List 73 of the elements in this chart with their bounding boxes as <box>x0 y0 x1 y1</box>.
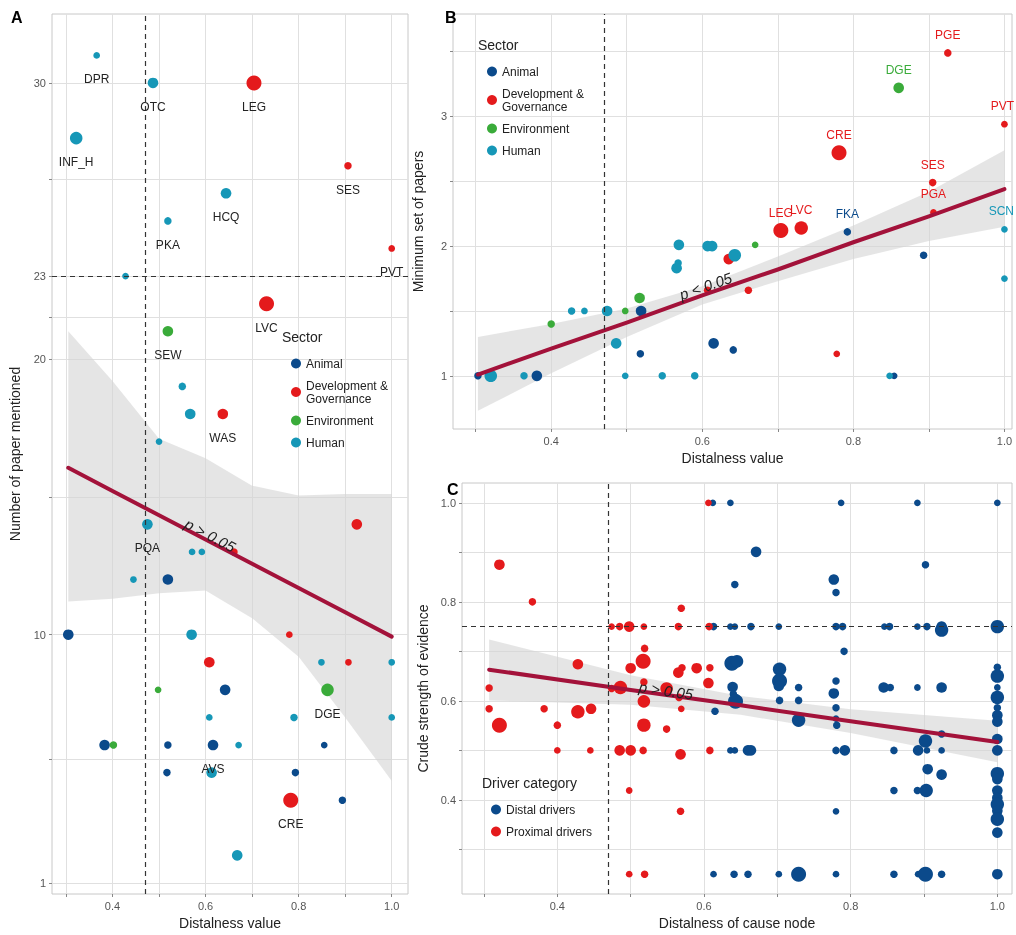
annotation: SES <box>920 157 945 172</box>
annotation: p > 0.05 <box>181 514 239 556</box>
legend-title: Sector <box>282 329 323 345</box>
y-tick-label: 3 <box>440 110 447 123</box>
y-tick-label: 10 <box>33 628 46 641</box>
annotation: DGE <box>885 62 912 77</box>
chart-title: C <box>447 480 459 498</box>
y-tick-label: 1 <box>39 876 46 889</box>
line-series <box>66 465 394 639</box>
legend-label: Development & Governance <box>502 86 588 114</box>
legend-label: Human <box>306 435 345 450</box>
y-axis-title: Crude strength of evidence <box>414 604 431 773</box>
annotation: PVT <box>380 265 405 280</box>
legend-label: Distal drivers <box>506 802 576 817</box>
legend-label: Proximal drivers <box>506 824 593 839</box>
x-tick-label: 0.6 <box>696 899 712 912</box>
annotation: CRE <box>278 817 304 832</box>
legend-title: Sector <box>478 37 519 53</box>
legend-label: Animal <box>502 64 539 79</box>
annotation: DPR <box>84 72 110 87</box>
y-tick-label: 2 <box>440 240 447 253</box>
annotation: PGE <box>935 27 961 42</box>
x-tick-label: 0.4 <box>549 899 565 912</box>
legend-label: Development & Governance <box>306 378 392 406</box>
annotation: AVS <box>201 762 225 777</box>
annotation: FKA <box>835 206 859 221</box>
x-axis-title: Distalness of cause node <box>658 915 816 931</box>
y-tick-label: 1 <box>440 369 447 382</box>
legend-label: Human <box>502 143 541 158</box>
x-axis-title: Distalness value <box>681 450 784 466</box>
x-tick-label: 0.4 <box>543 434 559 447</box>
y-axis-title: Minimum set of papers <box>410 150 426 293</box>
x-tick-label: 0.4 <box>104 899 121 912</box>
chart-title: B <box>445 8 457 26</box>
legend-label: Environment <box>502 121 571 136</box>
annotation: p < 0.05 <box>676 268 735 304</box>
x-tick-label: 1.0 <box>384 899 400 912</box>
x-tick-label: 0.8 <box>843 899 859 912</box>
y-tick-label: 30 <box>33 76 46 89</box>
y-tick-label: 20 <box>33 352 46 365</box>
annotation: LEG <box>241 99 266 114</box>
annotation: CRE <box>826 127 852 142</box>
annotation: p > 0.05 <box>636 678 695 703</box>
annotation: LVC <box>255 320 279 335</box>
y-axis-title: Number of paper mentioned <box>7 366 23 542</box>
annotation: PGA <box>920 187 947 202</box>
annotation: INF_H <box>58 155 94 170</box>
annotation: SCN <box>988 204 1014 219</box>
y-tick-label: 0.8 <box>440 595 456 608</box>
x-axis-title: Distalness value <box>179 915 282 931</box>
chart-title: A <box>11 8 23 26</box>
annotation: HCQ <box>212 210 240 225</box>
annotation: WAS <box>209 431 237 445</box>
y-tick-label: 1.0 <box>440 496 456 509</box>
legend-label: Animal <box>306 356 343 371</box>
annotation: SES <box>335 182 360 197</box>
annotation: DGE <box>314 706 341 721</box>
legend-title: Driver category <box>482 775 577 791</box>
annotation: PQA <box>134 541 161 556</box>
x-tick-label: 0.8 <box>290 899 307 912</box>
annotation: PKA <box>155 237 180 252</box>
annotation: OTC <box>140 99 166 114</box>
x-tick-label: 0.8 <box>845 434 862 447</box>
x-tick-label: 1.0 <box>989 899 1005 912</box>
legend-label: Environment <box>306 413 375 428</box>
x-tick-label: 1.0 <box>996 434 1013 447</box>
y-tick-label: 0.4 <box>440 793 456 806</box>
x-tick-label: 0.6 <box>694 434 710 447</box>
x-tick-label: 0.6 <box>197 899 214 912</box>
y-tick-label: 0.6 <box>440 694 456 707</box>
annotation: SEW <box>154 348 183 363</box>
annotation: PVT <box>990 99 1015 114</box>
y-tick-label: 23 <box>33 270 46 283</box>
